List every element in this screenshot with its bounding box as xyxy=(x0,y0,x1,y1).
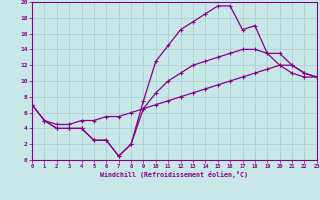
X-axis label: Windchill (Refroidissement éolien,°C): Windchill (Refroidissement éolien,°C) xyxy=(100,171,248,178)
